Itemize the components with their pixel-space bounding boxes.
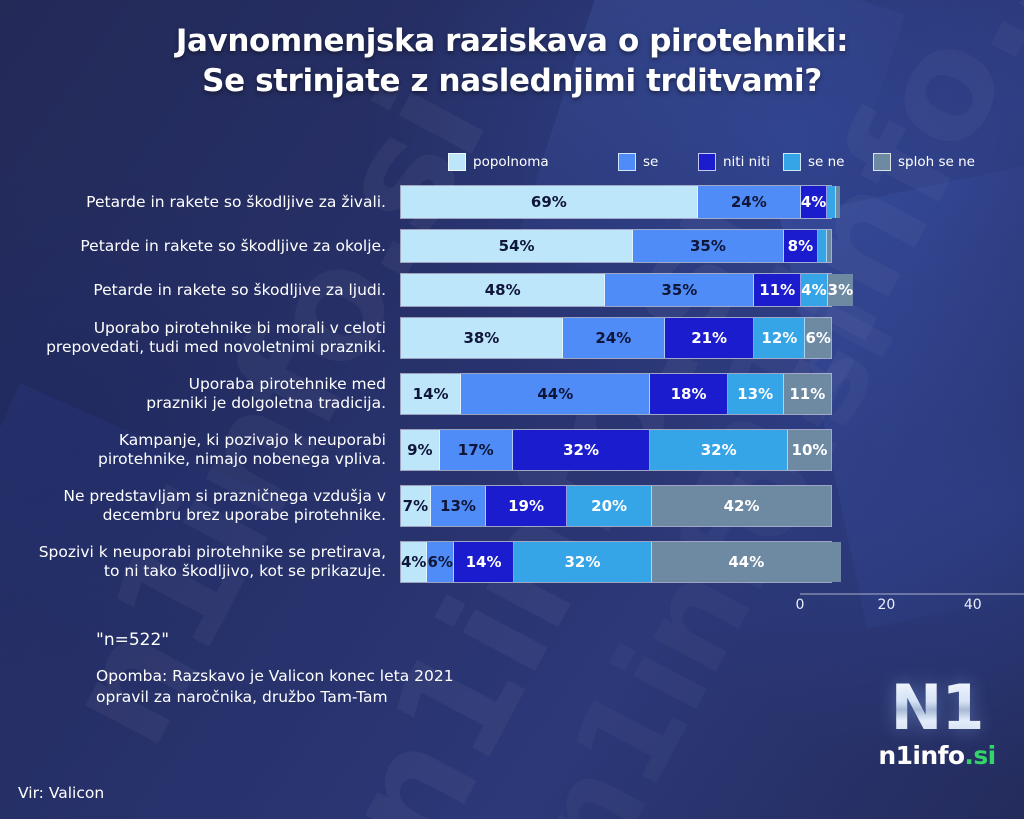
legend-swatch-icon: [783, 153, 801, 171]
legend-label: se ne: [808, 154, 845, 170]
bar-segment-niti-niti: 8%: [783, 230, 819, 262]
legend-item-niti-niti: niti niti: [698, 153, 770, 171]
n1-logo-wordmark: n1info.si: [862, 741, 1012, 770]
bar-segment-se-ne: [827, 186, 836, 218]
footnotes: "n=522" Opomba: Razskavo je Valicon kone…: [96, 630, 526, 709]
bar-segment-se: 17%: [439, 430, 513, 470]
x-axis-line: [800, 593, 1024, 595]
bar-segment-niti-niti: 32%: [512, 430, 651, 470]
stacked-bar: 9% 17% 32% 32% 10%: [400, 429, 832, 471]
bar-segment-niti-niti: 4%: [800, 186, 828, 218]
category-label: Uporaba pirotehnike med prazniki je dolg…: [146, 375, 386, 412]
legend-swatch-icon: [448, 153, 466, 171]
x-axis-tick-label: 40: [963, 597, 982, 613]
category-label: Kampanje, ki pozivajo k neuporabi pirote…: [97, 431, 386, 468]
legend-item-sploh-se-ne: sploh se ne: [873, 153, 975, 171]
chart-title: Javnomnenjska raziskava o pirotehniki: S…: [0, 22, 1024, 101]
bar-segment-niti-niti: 11%: [754, 274, 802, 306]
bar-segment-sploh-se-ne: 42%: [652, 486, 831, 526]
bar-segment-niti-niti: 21%: [664, 318, 755, 358]
bar-segment-popolnoma: 9%: [401, 430, 440, 470]
legend-label: sploh se ne: [898, 154, 975, 170]
legend-label: popolnoma: [473, 154, 549, 170]
x-axis-tick-label: 0: [795, 597, 805, 613]
chart-row: Petarde in rakete so škodljive za ljudi.…: [0, 273, 1024, 307]
bar-segment-popolnoma: 48%: [401, 274, 606, 306]
bar-segment-se: 35%: [605, 274, 755, 306]
bar-segment-se: 6%: [427, 542, 454, 582]
bar-segment-se: 24%: [697, 186, 801, 218]
sample-size-note: "n=522": [96, 630, 170, 650]
bar-segment-se-ne: 32%: [650, 430, 788, 470]
n1-logo-mark: N1: [862, 677, 1012, 739]
methodology-note: Opomba: Razskavo je Valicon konec leta 2…: [96, 667, 454, 707]
bar-segment-se: 35%: [633, 230, 784, 262]
bar-segment-se-ne: 20%: [567, 486, 653, 526]
bar-segment-sploh-se-ne: [826, 230, 831, 262]
stacked-bar: 54% 35% 8%: [400, 229, 832, 263]
legend-swatch-icon: [618, 153, 636, 171]
bar-segment-se-ne: 13%: [727, 374, 784, 414]
chart-row: Uporabo pirotehnike bi morali v celoti p…: [0, 317, 1024, 359]
chart-title-line1: Javnomnenjska raziskava o pirotehniki:: [175, 23, 849, 59]
bar-segment-sploh-se-ne: 44%: [651, 542, 841, 582]
bar-segment-se-ne: [818, 230, 827, 262]
source-label: Vir: Valicon: [18, 784, 105, 802]
bar-segment-niti-niti: 14%: [453, 542, 515, 582]
chart-row: Ne predstavljam si prazničnega vzdušja v…: [0, 485, 1024, 527]
legend-item-popolnoma: popolnoma: [448, 153, 549, 171]
bar-segment-popolnoma: 54%: [401, 230, 634, 262]
stacked-bar: 14% 44% 18% 13% 11%: [400, 373, 832, 415]
legend-swatch-icon: [873, 153, 891, 171]
bar-segment-sploh-se-ne: 10%: [787, 430, 831, 470]
bar-segment-niti-niti: 18%: [650, 374, 728, 414]
category-label: Spozivi k neuporabi pirotehnike se preti…: [38, 543, 386, 580]
bar-segment-popolnoma: 7%: [401, 486, 431, 526]
chart-row: Spozivi k neuporabi pirotehnike se preti…: [0, 541, 1024, 583]
bar-segment-popolnoma: 4%: [401, 542, 428, 582]
x-axis: 020406080100: [796, 593, 1024, 619]
n1-logo-tld: .si: [964, 740, 996, 770]
bar-segment-se: 44%: [461, 374, 651, 414]
stacked-bar: 69% 24% 4%: [400, 185, 841, 219]
category-label: Petarde in rakete so škodljive za ljudi.: [93, 280, 386, 299]
stacked-bar-chart: Petarde in rakete so škodljive za živali…: [0, 185, 1024, 619]
chart-title-line2: Se strinjate z naslednjimi trditvami?: [202, 62, 822, 99]
n1-logo: N1 n1info.si: [862, 677, 1012, 770]
chart-row: Kampanje, ki pozivajo k neuporabi pirote…: [0, 429, 1024, 471]
x-axis-tick-label: 20: [877, 597, 896, 613]
stacked-bar: 4% 6% 14% 32% 44%: [400, 541, 841, 583]
bar-segment-se-ne: 32%: [514, 542, 652, 582]
category-label: Uporabo pirotehnike bi morali v celoti p…: [46, 319, 386, 356]
chart-row: Uporaba pirotehnike med prazniki je dolg…: [0, 373, 1024, 415]
bar-segment-popolnoma: 38%: [401, 318, 563, 358]
bar-segment-sploh-se-ne: [835, 186, 841, 218]
bar-segment-sploh-se-ne: 3%: [827, 274, 854, 306]
chart-row: Petarde in rakete so škodljive za okolje…: [0, 229, 1024, 263]
n1-logo-word: n1info: [878, 740, 965, 770]
legend-label: niti niti: [723, 154, 770, 170]
category-label: Petarde in rakete so škodljive za živali…: [86, 192, 386, 211]
chart-row: Petarde in rakete so škodljive za živali…: [0, 185, 1024, 219]
stacked-bar: 48% 35% 11% 4% 3%: [400, 273, 854, 307]
legend-item-se-ne: se ne: [783, 153, 845, 171]
bar-segment-se-ne: 12%: [754, 318, 806, 358]
legend-label: se: [643, 154, 659, 170]
bar-segment-niti-niti: 19%: [486, 486, 568, 526]
bar-segment-sploh-se-ne: 6%: [805, 318, 831, 358]
bar-segment-se: 24%: [562, 318, 665, 358]
chart-legend: popolnoma se niti niti se ne sploh se ne: [448, 150, 975, 174]
legend-swatch-icon: [698, 153, 716, 171]
bar-segment-popolnoma: 69%: [401, 186, 698, 218]
legend-item-se: se: [618, 153, 658, 171]
category-label: Ne predstavljam si prazničnega vzdušja v…: [63, 487, 386, 524]
category-label: Petarde in rakete so škodljive za okolje…: [80, 236, 386, 255]
stacked-bar: 7% 13% 19% 20% 42%: [400, 485, 832, 527]
bar-segment-popolnoma: 14%: [401, 374, 462, 414]
bar-segment-se-ne: 4%: [801, 274, 828, 306]
stacked-bar: 38% 24% 21% 12% 6%: [400, 317, 832, 359]
bar-segment-se: 13%: [430, 486, 487, 526]
bar-segment-sploh-se-ne: 11%: [783, 374, 831, 414]
